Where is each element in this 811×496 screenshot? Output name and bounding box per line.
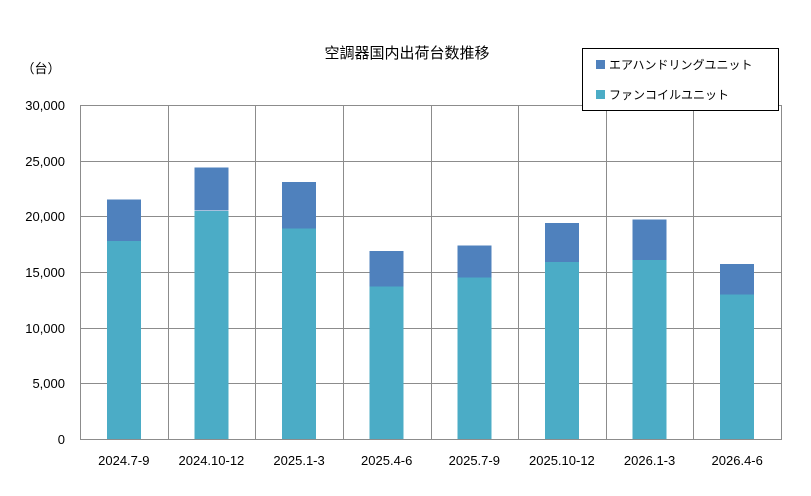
legend-label-air-handling-unit: エアハンドリングユニット [609, 58, 753, 72]
legend: エアハンドリングユニット ファンコイルユニット [582, 48, 779, 111]
chart-title: 空調器国内出荷台数推移 [324, 44, 489, 62]
bar-air-handling-unit-2 [282, 181, 317, 229]
bar-fan-coil-unit-7 [720, 294, 755, 439]
bar-air-handling-unit-3 [369, 250, 404, 287]
legend-swatch-fan-coil-unit [596, 90, 605, 99]
bar-air-handling-unit-1 [194, 167, 229, 211]
x-tick-label: 2026.4-6 [712, 453, 763, 468]
bar-fan-coil-unit-5 [544, 262, 579, 439]
legend-label-fan-coil-unit: ファンコイルユニット [609, 88, 729, 102]
y-axis-tick-labels: 0 5,000 10,000 15,000 20,000 25,000 30,000 [25, 98, 65, 447]
y-tick-label: 0 [58, 432, 65, 447]
plot-area-border [80, 105, 782, 440]
bar-fan-coil-unit-4 [457, 277, 492, 439]
bars [106, 167, 755, 439]
bar-air-handling-unit-4 [457, 245, 492, 278]
y-tick-label: 15,000 [25, 265, 65, 280]
y-tick-label: 20,000 [25, 209, 65, 224]
y-tick-label: 5,000 [32, 376, 65, 391]
x-tick-label: 2024.10-12 [179, 453, 245, 468]
bar-fan-coil-unit-0 [106, 240, 141, 439]
bar-air-handling-unit-7 [720, 264, 755, 295]
bar-air-handling-unit-6 [632, 219, 667, 260]
x-tick-label: 2025.1-3 [273, 453, 324, 468]
x-tick-label: 2025.4-6 [361, 453, 412, 468]
x-tick-label: 2026.1-3 [624, 453, 675, 468]
y-tick-label: 10,000 [25, 321, 65, 336]
legend-box [582, 48, 779, 111]
x-tick-label: 2024.7-9 [98, 453, 149, 468]
x-tick-label: 2025.10-12 [529, 453, 595, 468]
y-axis-unit-label: （台） [21, 62, 60, 77]
bar-fan-coil-unit-2 [282, 228, 317, 439]
bar-fan-coil-unit-1 [194, 210, 229, 439]
x-tick-label: 2025.7-9 [449, 453, 500, 468]
x-axis-tick-labels: 2024.7-9 2024.10-12 2025.1-3 2025.4-6 2025.7… [98, 453, 763, 468]
legend-swatch-air-handling-unit [596, 60, 605, 69]
y-tick-label: 30,000 [25, 98, 65, 113]
bar-fan-coil-unit-3 [369, 286, 404, 439]
bar-air-handling-unit-0 [106, 199, 141, 241]
y-tick-label: 25,000 [25, 154, 65, 169]
bar-air-handling-unit-5 [544, 223, 579, 262]
bar-fan-coil-unit-6 [632, 259, 667, 439]
